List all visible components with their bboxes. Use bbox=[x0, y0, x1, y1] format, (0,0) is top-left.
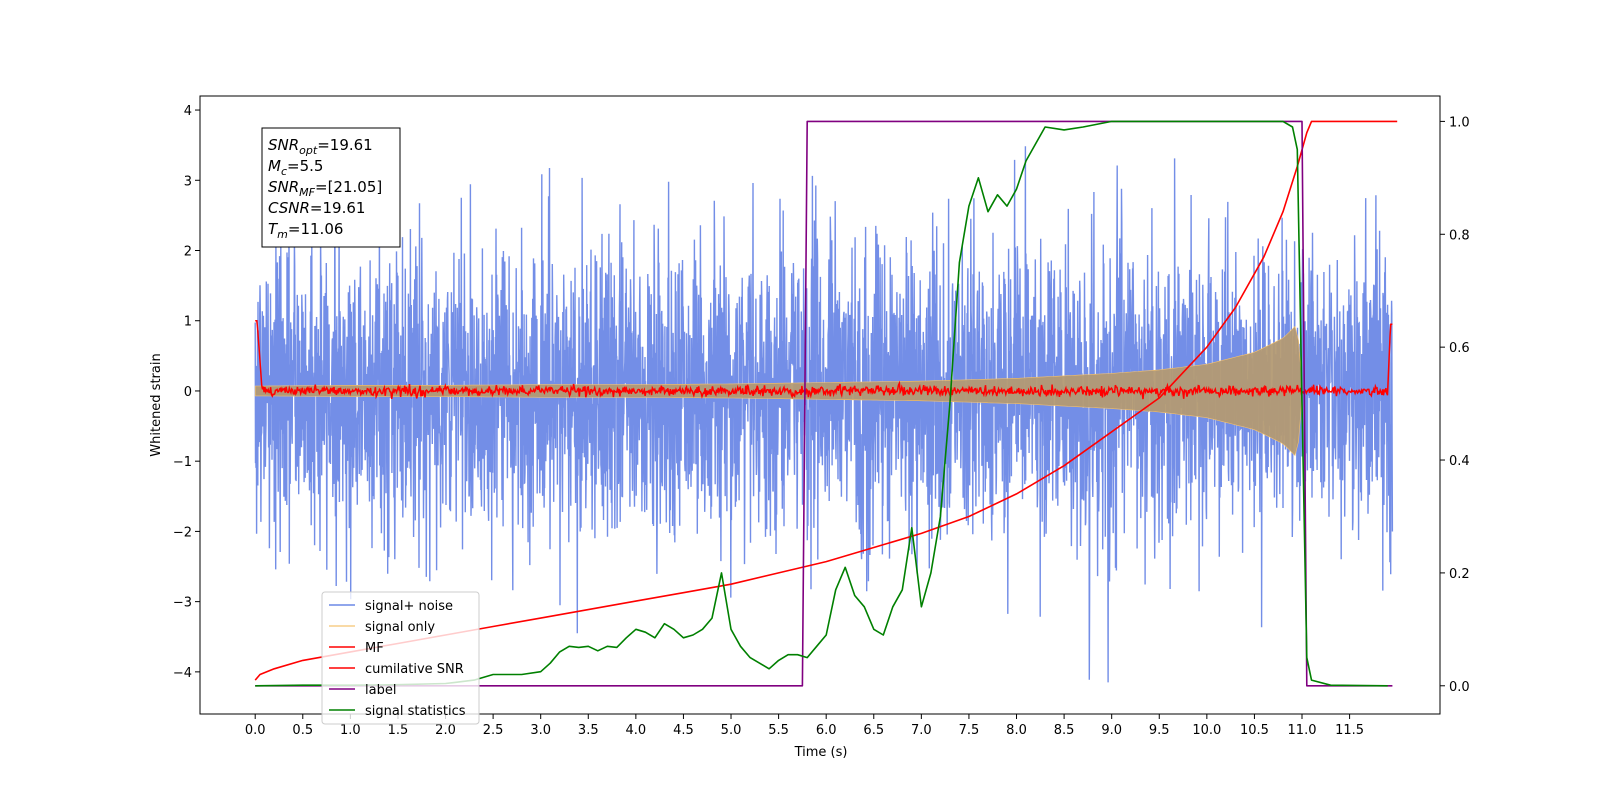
x-tick-label: 2.0 bbox=[435, 723, 456, 738]
legend: signal+ noise signal only MF cumilative SNR… bbox=[321, 591, 480, 725]
y2-tick-label: 0.4 bbox=[1449, 454, 1470, 469]
x-tick-label: 8.0 bbox=[1006, 723, 1027, 738]
x-tick-label: 4.5 bbox=[673, 723, 694, 738]
plot-frame bbox=[199, 95, 1441, 715]
annotation-line: Mc=5.5 bbox=[268, 157, 323, 178]
annotation-frame bbox=[261, 127, 401, 248]
x-axis-ticks: 0.0 0.5 1.0 1.5 2.0 2.5 3.0 3.5 4.0 4.5 5.0 5.5 6.0 6… bbox=[245, 714, 1364, 738]
y-tick-label: −1 bbox=[173, 455, 192, 470]
y-axis-label: Whitened strain bbox=[149, 353, 164, 456]
x-tick-label: 5.0 bbox=[721, 723, 742, 738]
y-tick-label: −3 bbox=[173, 596, 192, 611]
annotation-value: =[21.05] bbox=[315, 178, 382, 196]
x-tick-label: 6.5 bbox=[863, 723, 884, 738]
annotation-symbol: T bbox=[268, 220, 279, 238]
legend-label: signal+ noise bbox=[365, 599, 453, 614]
x-tick-label: 2.5 bbox=[483, 723, 504, 738]
y2-tick-label: 0.8 bbox=[1449, 228, 1470, 243]
y-tick-label: 4 bbox=[184, 104, 192, 119]
x-tick-label: 3.5 bbox=[578, 723, 599, 738]
y-axis-ticks: −4 −3 −2 −1 0 1 2 3 4 bbox=[173, 104, 200, 681]
annotation-symbol: SNR bbox=[268, 178, 299, 196]
x-tick-label: 11.0 bbox=[1288, 723, 1317, 738]
y2-tick-label: 0.0 bbox=[1449, 680, 1470, 695]
y-tick-label: 1 bbox=[184, 315, 192, 330]
y-tick-label: 2 bbox=[184, 245, 192, 260]
annotation-value: =11.06 bbox=[288, 220, 344, 238]
y2-axis-ticks: 0.0 0.2 0.4 0.6 0.8 1.0 bbox=[1440, 115, 1470, 695]
series-signal-noise bbox=[254, 146, 1394, 683]
annotation-subscript: c bbox=[281, 165, 287, 178]
x-tick-label: 10.5 bbox=[1240, 723, 1269, 738]
y-tick-label: −2 bbox=[173, 525, 192, 540]
annotation-subscript: opt bbox=[299, 144, 318, 157]
x-tick-label: 0.5 bbox=[292, 723, 313, 738]
x-tick-label: 7.5 bbox=[959, 723, 980, 738]
annotation-value: =19.61 bbox=[310, 199, 366, 217]
annotation-symbol: SNR bbox=[268, 136, 299, 154]
y2-tick-label: 1.0 bbox=[1449, 115, 1470, 130]
x-tick-label: 9.5 bbox=[1149, 723, 1170, 738]
x-tick-label: 10.0 bbox=[1192, 723, 1221, 738]
y-tick-label: 3 bbox=[184, 174, 192, 189]
legend-frame bbox=[321, 591, 480, 725]
annotation-line: CSNR=19.61 bbox=[268, 199, 365, 217]
annotation-line: Tm=11.06 bbox=[268, 220, 343, 241]
x-tick-label: 7.0 bbox=[911, 723, 932, 738]
x-tick-label: 0.0 bbox=[245, 723, 266, 738]
x-tick-label: 9.0 bbox=[1101, 723, 1122, 738]
y-tick-label: −4 bbox=[173, 666, 192, 681]
legend-label: signal statistics bbox=[365, 704, 466, 719]
legend-label: MF bbox=[365, 641, 384, 656]
y2-tick-label: 0.2 bbox=[1449, 567, 1470, 582]
annotation-value: =5.5 bbox=[287, 157, 323, 175]
annotation-symbol: CSNR bbox=[268, 199, 310, 217]
annotation-value: =19.61 bbox=[317, 136, 373, 154]
series-mf bbox=[255, 319, 1393, 400]
annotation-subscript: m bbox=[277, 228, 288, 241]
y-tick-label: 0 bbox=[184, 385, 192, 400]
series-signal-statistics bbox=[255, 120, 1388, 687]
annotation-box: SNRopt=19.61Mc=5.5SNRMF=[21.05]CSNR=19.6… bbox=[261, 127, 401, 248]
x-tick-label: 6.0 bbox=[816, 723, 837, 738]
x-tick-label: 8.5 bbox=[1054, 723, 1075, 738]
x-axis-label: Time (s) bbox=[794, 745, 848, 760]
annotation-line: SNRMF=[21.05] bbox=[268, 178, 382, 199]
series-label bbox=[255, 120, 1393, 687]
legend-label: cumilative SNR bbox=[365, 662, 464, 677]
x-tick-label: 5.5 bbox=[768, 723, 789, 738]
x-tick-label: 1.5 bbox=[388, 723, 409, 738]
annotation-symbol: M bbox=[268, 157, 281, 175]
x-tick-label: 4.0 bbox=[626, 723, 647, 738]
x-tick-label: 1.0 bbox=[340, 723, 361, 738]
annotation-line: SNRopt=19.61 bbox=[268, 136, 373, 157]
y2-tick-label: 0.6 bbox=[1449, 341, 1470, 356]
series-layer bbox=[254, 120, 1398, 687]
legend-label: label bbox=[365, 683, 396, 698]
annotation-subscript: MF bbox=[299, 186, 315, 199]
x-tick-label: 3.0 bbox=[530, 723, 551, 738]
legend-label: signal only bbox=[365, 620, 435, 635]
x-tick-label: 11.5 bbox=[1335, 723, 1364, 738]
